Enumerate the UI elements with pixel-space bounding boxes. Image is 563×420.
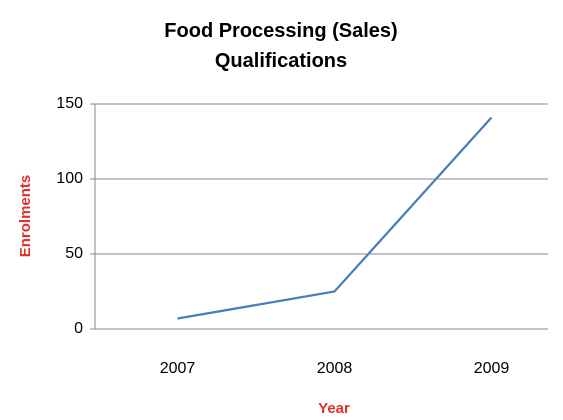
y-tick-label: 50 xyxy=(65,245,83,262)
y-tick-label: 150 xyxy=(56,95,83,112)
data-line xyxy=(177,116,493,320)
x-axis-title: Year xyxy=(318,400,350,417)
chart-title: Food Processing (Sales) Qualifications xyxy=(164,20,398,72)
x-tick-label: 2009 xyxy=(474,360,510,377)
x-tick-label: 2007 xyxy=(160,360,196,377)
y-tick-label: 0 xyxy=(74,320,83,337)
x-tick-label: 2008 xyxy=(317,360,353,377)
y-axis-title: Enrolments xyxy=(17,175,34,258)
y-tick-label: 100 xyxy=(56,170,83,187)
